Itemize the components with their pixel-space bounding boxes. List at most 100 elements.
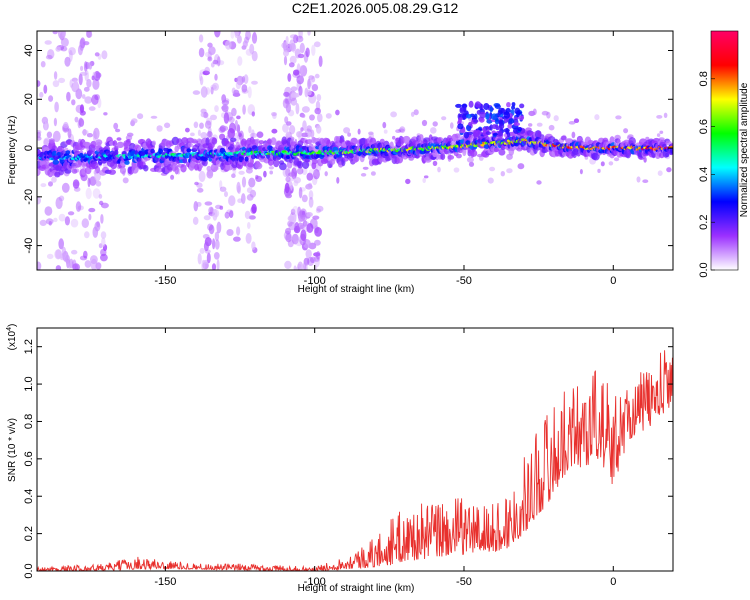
spectrogram-cell [80, 65, 84, 72]
spectrogram-cell [251, 80, 258, 85]
spectrogram-cell [45, 160, 51, 169]
spectrogram-cell [206, 170, 214, 179]
spectrogram-cell [206, 165, 212, 172]
spectrogram-cell [67, 262, 72, 269]
spectrogram-cell [298, 31, 303, 39]
spectrogram-cell [43, 138, 49, 146]
snr-x-ticks: -150 -100 -50 0 [154, 328, 616, 588]
spectrogram-cell [299, 65, 308, 77]
spectrogram-cell [44, 206, 53, 216]
spectrogram-x-axis-label: Height of straight line (km) [298, 284, 415, 295]
spectrogram-y-ticks: -40 -20 0 20 40 [23, 44, 673, 254]
spectrogram-cell [48, 95, 54, 102]
spectrogram-cell [91, 161, 99, 169]
spectrogram-cell [336, 177, 340, 184]
spectrogram-cell [82, 141, 91, 147]
spectrogram-cell [573, 118, 580, 123]
spectrogram-cell [541, 110, 549, 116]
spectrogram-cell [151, 140, 156, 146]
spectrogram-cell [233, 89, 240, 97]
spectrogram-cell [453, 167, 460, 173]
spectrogram-cell [285, 176, 291, 183]
spectrogram-cell [90, 140, 97, 149]
spectrogram-cell [55, 265, 62, 270]
spectrogram-cell [357, 128, 361, 135]
spectrogram-cell [246, 187, 253, 194]
spectrogram-cell [656, 133, 661, 138]
spectrogram-cell [216, 221, 222, 234]
spectrogram-cell [285, 35, 289, 46]
spectrogram-cell [350, 137, 358, 145]
spectrogram-cell [214, 239, 220, 250]
snr-y-multiplier-exponent: 4 [6, 327, 13, 331]
spectrogram-cell [93, 170, 97, 175]
spectrogram-cell [199, 247, 205, 254]
spectrogram-cell [348, 152, 355, 159]
spectrogram-cell [422, 137, 431, 143]
spectrogram-cell [181, 137, 189, 144]
spectrogram-cell [66, 91, 71, 102]
spectrogram-cell [52, 31, 58, 35]
spectrogram-cell [447, 155, 455, 160]
x-tick-label: -150 [154, 576, 176, 588]
spectrogram-cell [231, 173, 236, 178]
colorbar-tick-label: 0.0 [698, 262, 710, 277]
spectrogram-cell [228, 116, 235, 123]
spectrogram-cell [242, 40, 248, 48]
spectrogram-cell [314, 73, 320, 79]
spectrogram-cell [223, 112, 230, 124]
spectrogram-cell [628, 137, 636, 146]
spectrogram-cell [124, 160, 130, 165]
spectrogram-cell [229, 210, 234, 219]
spectrogram-cell [293, 265, 297, 270]
spectrogram-cell [432, 121, 438, 127]
spectrogram-cell [303, 261, 306, 270]
spectrogram-cell [47, 49, 55, 60]
spectrogram-cell [470, 149, 478, 157]
snr-series-line [37, 350, 673, 571]
spectrogram-cell [48, 138, 55, 144]
spectrogram-cell [316, 251, 321, 260]
spectrogram-cell [568, 121, 576, 125]
spectrogram-cell [267, 158, 274, 166]
spectrogram-cell [212, 82, 219, 91]
spectrogram-cell [497, 130, 503, 137]
spectrogram-cell [250, 158, 254, 164]
spectrogram-cell [283, 50, 289, 57]
spectrogram-cell [37, 80, 41, 87]
spectrogram-cell [468, 121, 473, 127]
spectrogram-cell [478, 117, 485, 123]
spectrogram-cell [511, 105, 516, 110]
spectrogram-cell [468, 161, 475, 167]
spectrogram-cell [244, 156, 249, 162]
spectrogram-cell [180, 164, 187, 173]
spectrogram-cell [285, 227, 291, 235]
spectrogram-cell [65, 150, 71, 155]
spectrogram-cell [113, 122, 119, 130]
spectrogram-cell [458, 117, 463, 121]
spectrogram-cell [156, 125, 163, 132]
spectrogram-cell [296, 167, 304, 175]
spectrogram-cell [536, 122, 543, 127]
spectrogram-cell [483, 103, 490, 110]
spectrogram-cell [83, 61, 88, 72]
x-tick-label: -50 [456, 576, 472, 588]
spectrogram-cell [659, 130, 664, 134]
spectrogram-cell [95, 180, 102, 187]
spectrogram-cell [212, 208, 218, 221]
spectrogram-cell [255, 175, 263, 182]
spectrogram-cell [498, 119, 504, 125]
snr-x-axis-label: Height of straight line (km) [298, 583, 415, 594]
spectrogram-cell [84, 231, 90, 239]
spectrogram-cell [202, 70, 210, 76]
spectrogram-cell [360, 173, 367, 177]
spectrogram-cell [477, 130, 483, 135]
spectrogram-cell [311, 75, 316, 83]
spectrogram-cell [91, 75, 95, 81]
spectrogram-cell [204, 66, 210, 74]
spectrogram-cell [608, 161, 614, 166]
spectrogram-cell [48, 181, 53, 187]
spectrogram-cell [419, 134, 424, 142]
spectrogram-cell [600, 161, 605, 167]
spectrogram-cell [164, 122, 171, 129]
